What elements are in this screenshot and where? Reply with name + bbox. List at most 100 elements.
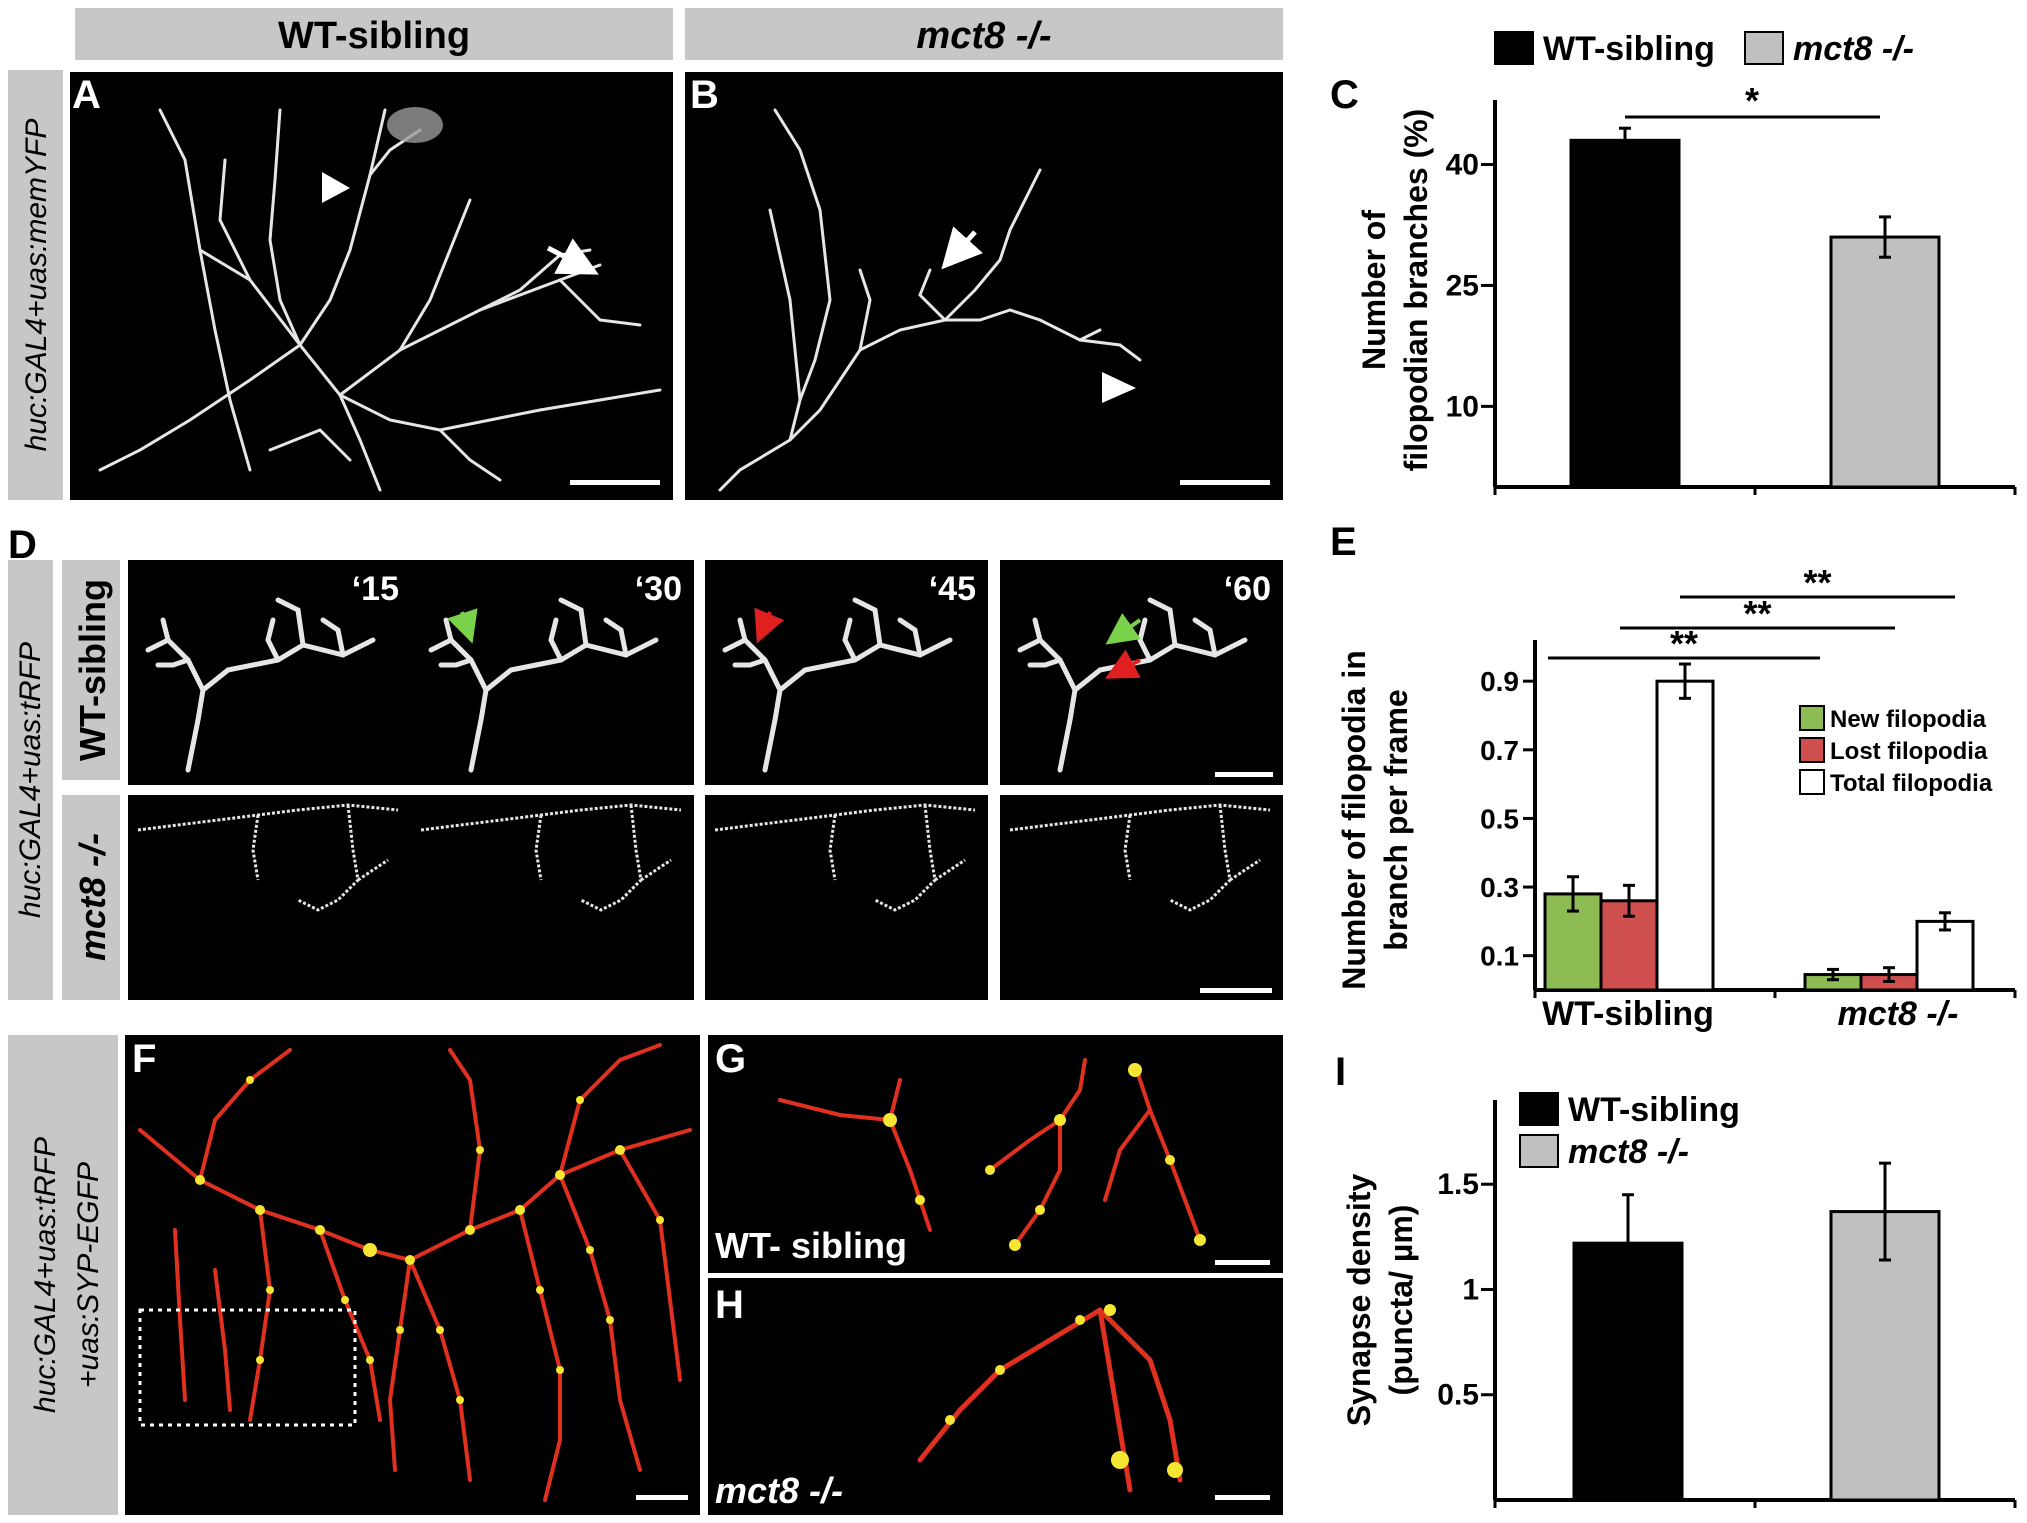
chart-e: 0.1 0.3 0.5 0.7 0.9 WT-sibling mct8 -/- ** ** ** N… <box>1336 562 2017 1033</box>
panel-a-blob <box>387 107 443 143</box>
frame-wt-1 <box>128 560 411 785</box>
y-axis-label: Number of filopodia in branch per frame <box>1336 650 1414 990</box>
significance-label: ** <box>1743 593 1771 634</box>
panel-g-label: WT- sibling <box>715 1225 907 1266</box>
bar-2 <box>1829 235 1941 489</box>
neurite <box>185 637 376 773</box>
header-band-mut <box>685 8 1283 60</box>
arrow-icon <box>941 226 983 270</box>
neurite <box>852 597 883 648</box>
side-band-d <box>8 560 53 1000</box>
frame-mut-neuron-2 <box>420 803 682 912</box>
neurite <box>155 657 191 668</box>
side-label-ab: huc:GAL4+uas:memYFP <box>20 119 53 452</box>
y-tick-label: 1.5 <box>1437 1168 1479 1201</box>
neurite <box>265 617 281 663</box>
significance-label: ** <box>1803 562 1831 603</box>
frame-wt-neuron-1 <box>145 597 376 773</box>
frame-wt-neuron-2 <box>428 597 659 773</box>
neurite <box>1192 617 1218 658</box>
y-label-line: Number of <box>1356 210 1392 370</box>
y-tick-label: 25 <box>1446 269 1479 302</box>
panel-letter-i: I <box>1335 1050 1346 1094</box>
panel-h-label: mct8 -/- <box>715 1470 843 1511</box>
scale-bar <box>1215 1495 1270 1500</box>
neurite <box>534 814 543 881</box>
neurite <box>297 804 360 912</box>
y-tick-label: 40 <box>1446 149 1479 182</box>
neurite <box>1123 814 1132 881</box>
panel-h-image <box>708 1278 1283 1515</box>
legend-label-1: WT-sibling <box>1543 30 1715 68</box>
frame-wt-2 <box>411 560 694 785</box>
y-tick-label: 0.7 <box>1480 735 1519 766</box>
neurite <box>145 637 171 653</box>
neurite <box>1147 597 1178 648</box>
neurite <box>580 804 643 912</box>
side-label-d: huc:GAL4+uas:tRFP <box>14 642 47 918</box>
panel-d-frames: ‘15 ‘30 ‘45 ‘60 <box>128 560 1283 1000</box>
bar-1 <box>1569 138 1681 489</box>
frame-mut-1 <box>128 795 411 1000</box>
neurite <box>640 858 672 882</box>
neurite <box>1032 617 1078 693</box>
panel-letter-d: D <box>8 523 37 567</box>
panel-f-inset-box <box>138 1308 357 1427</box>
frame-mut-2 <box>411 795 694 1000</box>
panel-g-puncta <box>883 1063 1206 1251</box>
scale-bar <box>1215 772 1273 777</box>
legend-label-1: WT-sibling <box>1568 1091 1740 1129</box>
time-label-3: ‘45 <box>929 570 976 608</box>
panel-a-image <box>70 72 673 500</box>
panel-letter-h: H <box>715 1283 744 1327</box>
neurite <box>603 617 629 658</box>
legend-swatch-2 <box>1744 31 1784 65</box>
neurite <box>251 814 260 881</box>
frame-mut-neuron-4 <box>1009 803 1271 912</box>
frame-wt-3 <box>705 560 988 785</box>
neurite <box>722 637 748 653</box>
neurite <box>468 637 659 773</box>
panel-letter-b: B <box>690 73 719 117</box>
legend-swatch-1 <box>1799 705 1825 731</box>
neurite <box>275 597 306 648</box>
panel-b-image <box>685 72 1283 500</box>
scale-bar <box>570 480 660 485</box>
header-wt: WT-sibling <box>278 15 470 57</box>
frame-mut-3 <box>705 795 988 1000</box>
panel-b-neuron <box>718 108 1142 492</box>
scale-bar <box>636 1495 688 1500</box>
y-tick-label: 10 <box>1446 390 1479 423</box>
neurite <box>1229 858 1261 882</box>
arrow-icon <box>1105 613 1142 645</box>
y-tick-label: 0.3 <box>1480 872 1519 903</box>
legend-label-3: Total filopodia <box>1830 770 1993 797</box>
bar-total-filopodia-1 <box>1655 679 1715 992</box>
neurite <box>762 637 953 773</box>
panel-g-image <box>708 1035 1283 1273</box>
panel-letter-f: F <box>132 1037 156 1081</box>
neurite <box>438 657 474 668</box>
side-band-ab <box>8 70 63 500</box>
bar-total-filopodia-2 <box>1915 919 1975 992</box>
neurite <box>897 617 923 658</box>
side-label-f-line1: huc:GAL4+uas:tRFP <box>29 1137 62 1413</box>
panel-h-puncta <box>945 1304 1183 1478</box>
y-label-line: filopodian branches (%) <box>1398 109 1434 472</box>
side-label-f-line2: +uas:SYP-EGFP <box>72 1162 105 1388</box>
arrow-icon <box>754 607 784 644</box>
category-label-2: mct8 -/- <box>1838 995 1959 1033</box>
side-band-f <box>8 1035 118 1515</box>
arrow-icon <box>447 608 478 644</box>
y-tick-label: 0.5 <box>1480 803 1519 834</box>
neurite <box>842 617 858 663</box>
legend-swatch-1 <box>1494 31 1534 65</box>
time-label-4: ‘60 <box>1224 570 1271 608</box>
y-label-line: Synapse density <box>1341 1174 1377 1427</box>
panel-letter-g: G <box>715 1037 746 1081</box>
header-band-wt <box>75 8 673 60</box>
chart-i: 0.5 1 1.5 WT-sibling mct8 -/- Synapse density… <box>1341 1091 2017 1508</box>
neurite <box>160 617 206 693</box>
arrowhead-icon <box>322 172 350 203</box>
neurite <box>558 597 589 648</box>
